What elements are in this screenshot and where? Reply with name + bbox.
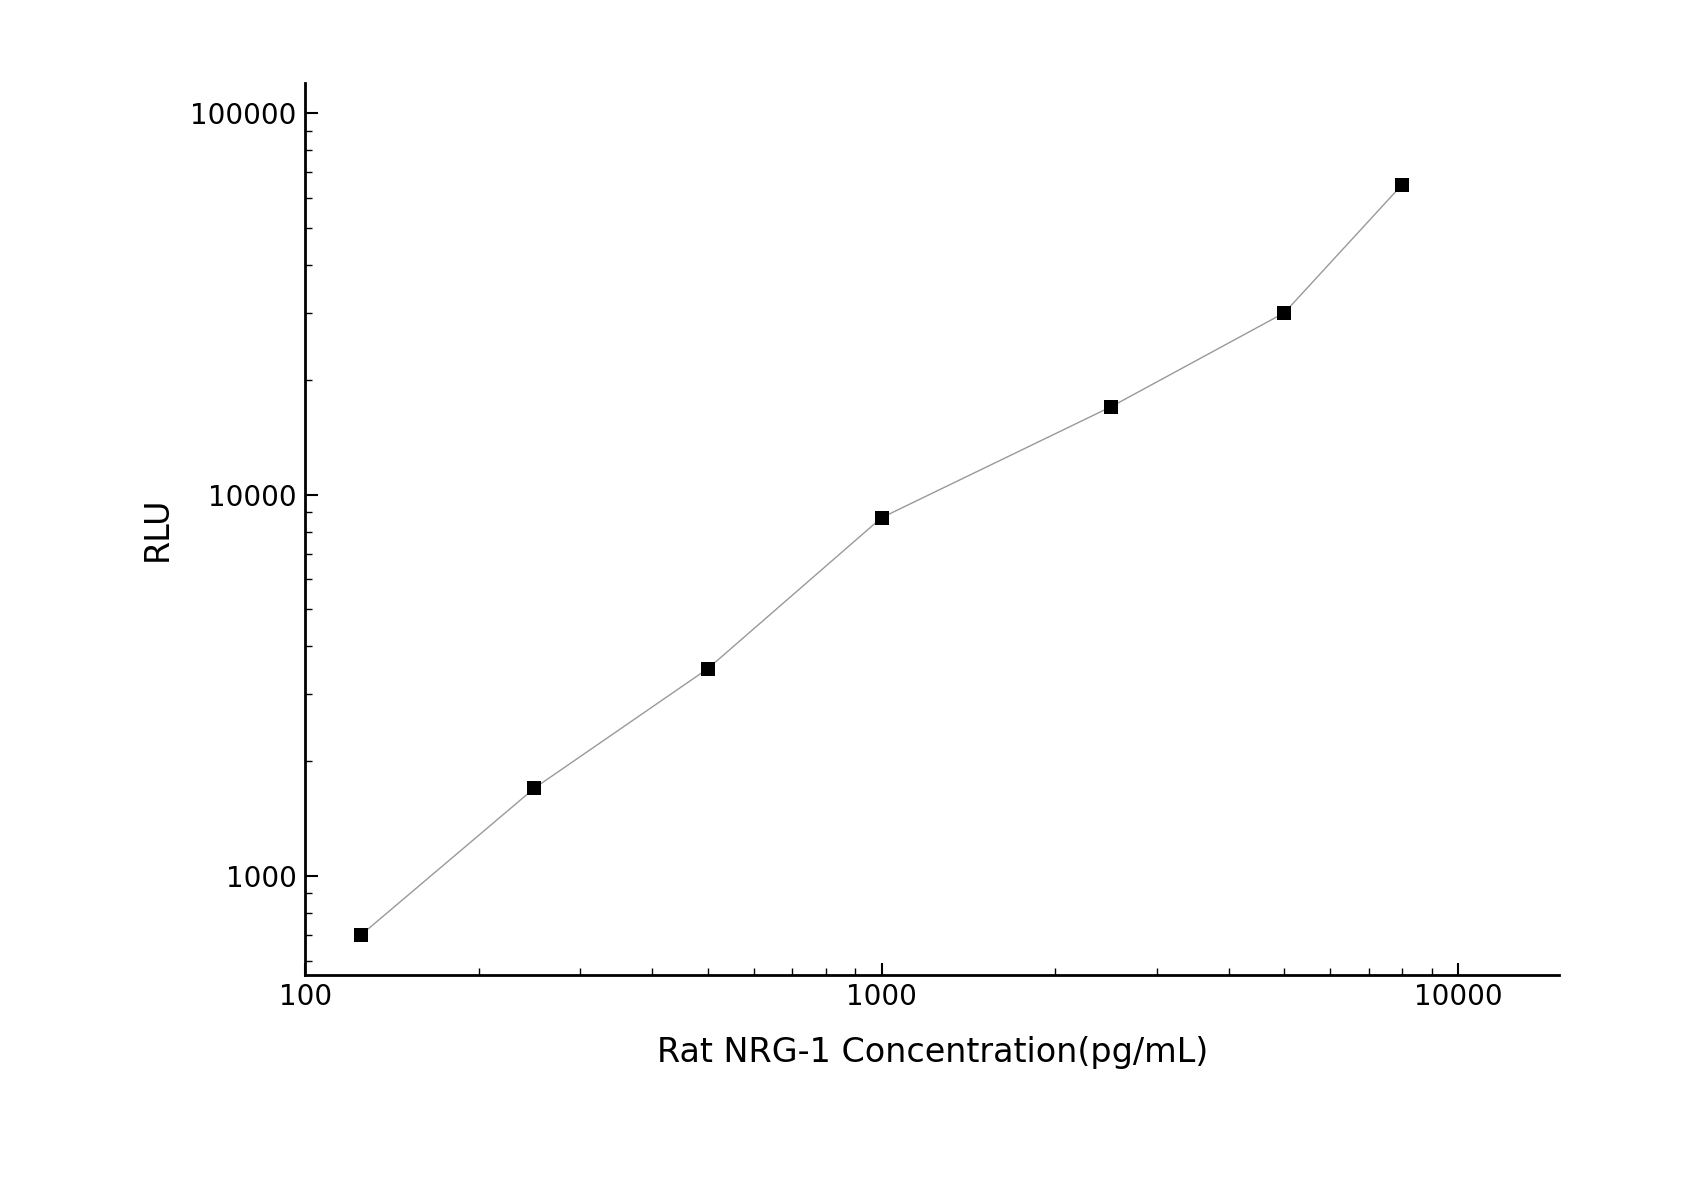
- Point: [347, 925, 375, 944]
- Point: [1388, 175, 1415, 194]
- Y-axis label: RLU: RLU: [141, 497, 173, 561]
- X-axis label: Rat NRG-1 Concentration(pg/mL): Rat NRG-1 Concentration(pg/mL): [656, 1037, 1209, 1069]
- Point: [695, 659, 722, 678]
- Point: [1271, 303, 1298, 322]
- Point: [520, 779, 547, 798]
- Point: [1097, 397, 1124, 416]
- Point: [868, 508, 895, 527]
